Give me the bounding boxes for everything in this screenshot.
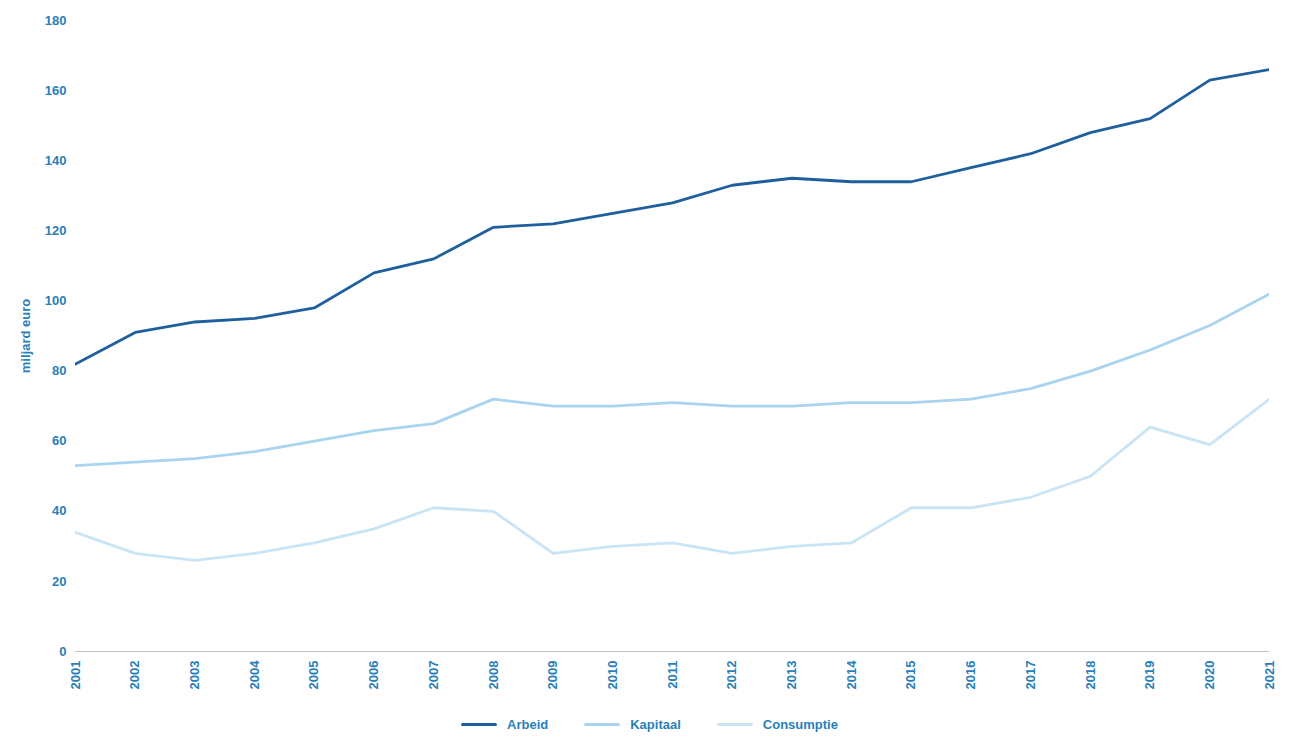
svg-text:2015: 2015: [903, 661, 918, 690]
svg-text:miljard euro: miljard euro: [18, 299, 33, 373]
svg-text:160: 160: [45, 83, 67, 98]
svg-text:2003: 2003: [187, 661, 202, 690]
svg-text:20: 20: [52, 574, 66, 589]
svg-text:2010: 2010: [605, 661, 620, 690]
svg-text:2007: 2007: [426, 661, 441, 690]
svg-text:60: 60: [52, 433, 66, 448]
svg-text:2019: 2019: [1142, 661, 1157, 690]
svg-text:0: 0: [59, 644, 66, 659]
svg-text:2014: 2014: [844, 660, 859, 690]
svg-text:180: 180: [45, 13, 67, 28]
html-text:Arbeid: Arbeid: [507, 717, 549, 732]
svg-text:2021: 2021: [1262, 661, 1277, 690]
svg-text:140: 140: [45, 153, 67, 168]
svg-text:2005: 2005: [306, 661, 321, 690]
svg-text:2009: 2009: [545, 661, 560, 690]
svg-text:2013: 2013: [784, 661, 799, 690]
html-text:Kapitaal: Kapitaal: [630, 717, 681, 732]
svg-text:2012: 2012: [724, 661, 739, 690]
svg-text:2020: 2020: [1202, 661, 1217, 690]
svg-text:2001: 2001: [68, 661, 83, 690]
svg-text:2008: 2008: [486, 661, 501, 690]
html-text:Consumptie: Consumptie: [762, 717, 838, 732]
svg-text:2017: 2017: [1023, 661, 1038, 690]
svg-text:2004: 2004: [247, 660, 262, 690]
svg-text:2016: 2016: [963, 661, 978, 690]
svg-text:80: 80: [52, 363, 66, 378]
svg-text:100: 100: [45, 293, 67, 308]
svg-text:2002: 2002: [127, 661, 142, 690]
svg-text:2011: 2011: [665, 661, 680, 689]
svg-text:120: 120: [45, 223, 67, 238]
svg-text:40: 40: [52, 503, 66, 518]
svg-text:2006: 2006: [366, 661, 381, 690]
svg-text:2018: 2018: [1083, 661, 1098, 690]
